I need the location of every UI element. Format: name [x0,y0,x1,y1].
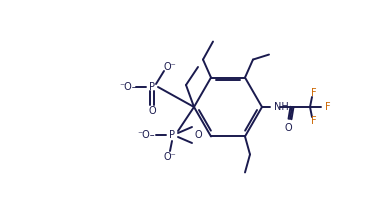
Text: O: O [194,130,202,140]
Text: O: O [284,123,292,133]
Text: ⁻O–: ⁻O– [119,82,137,92]
Text: O: O [148,106,156,116]
Text: F: F [311,88,317,98]
Text: P: P [169,130,175,140]
Text: F: F [325,102,331,112]
Text: O⁻: O⁻ [163,152,176,162]
Text: F: F [311,116,317,126]
Text: P: P [149,82,155,92]
Text: ⁻O–: ⁻O– [137,130,155,140]
Text: O⁻: O⁻ [163,62,176,72]
Text: NH: NH [274,102,289,112]
